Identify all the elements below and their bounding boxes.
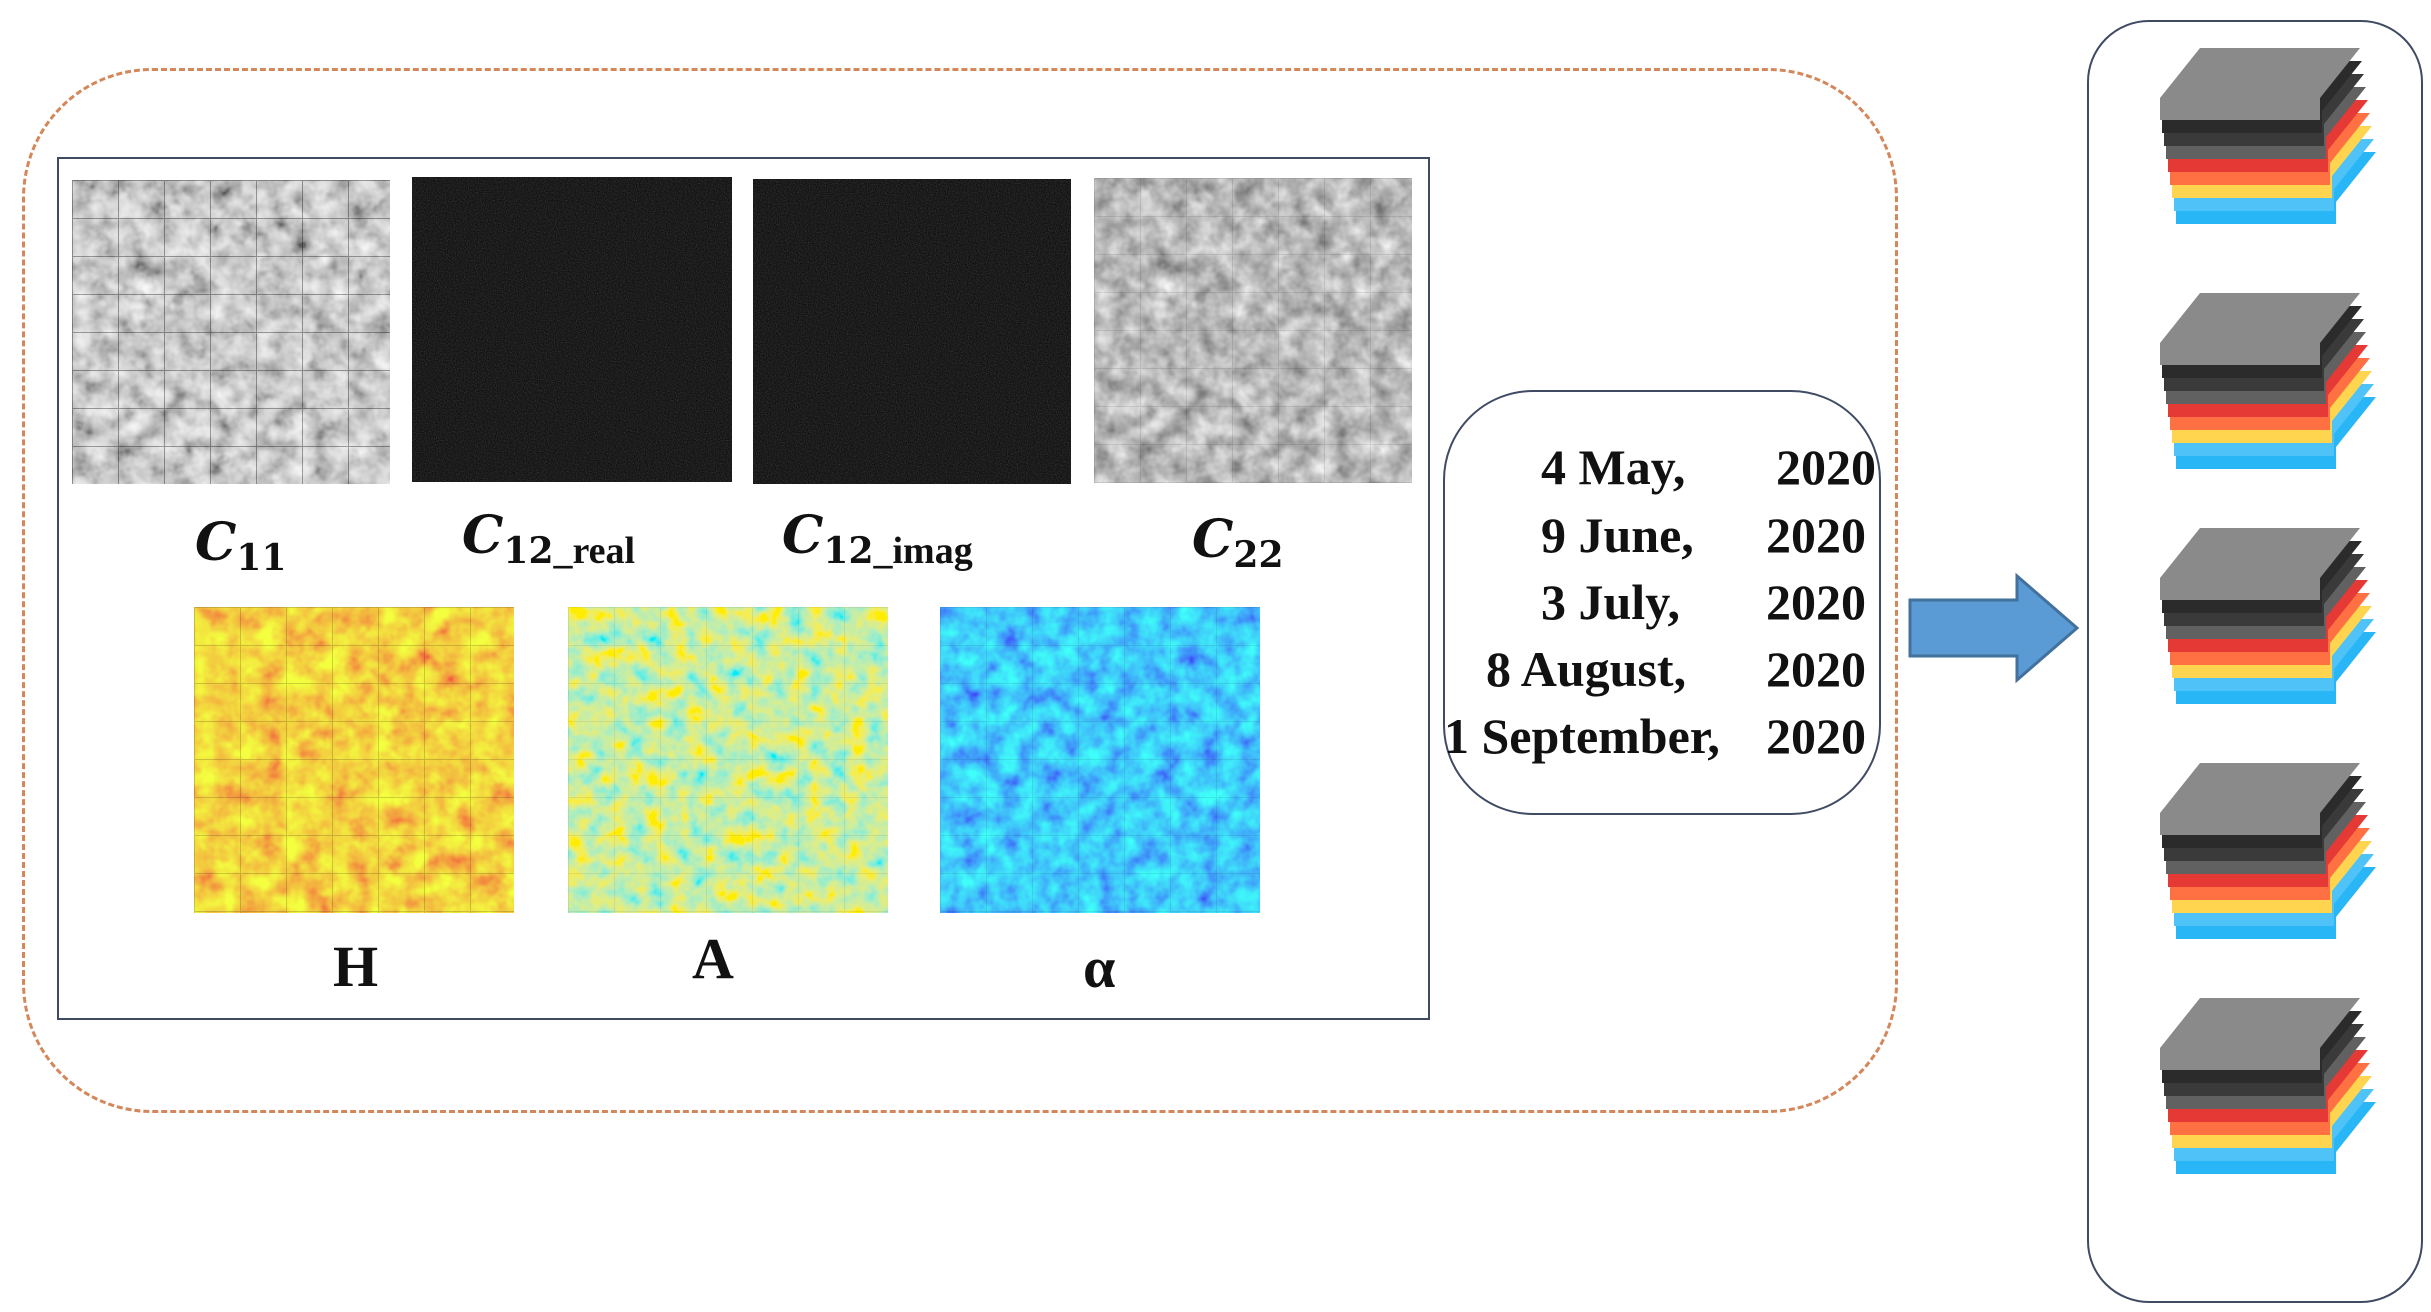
c12-real-label: C12_real <box>462 505 636 572</box>
layered-image-stack-icon-1 <box>2148 40 2378 270</box>
dataset-region-border <box>22 68 1898 1113</box>
right-arrow-icon <box>1908 573 2080 683</box>
acquisition-dates-box <box>1443 390 1881 815</box>
layered-image-stack-icon-2 <box>2148 285 2378 515</box>
c11-image <box>72 180 390 484</box>
date-year-4: 2020 <box>1766 641 1866 697</box>
h-label: H <box>333 934 379 999</box>
c12-real-image <box>412 177 732 482</box>
alpha-image <box>940 607 1260 913</box>
a-label: A <box>692 926 734 991</box>
date-row-1: 4 May, <box>1541 439 1686 495</box>
date-year-2: 2020 <box>1766 507 1866 563</box>
h-image <box>194 607 514 913</box>
date-row-3: 3 July, <box>1541 574 1680 630</box>
alpha-label: α <box>1083 935 1116 1000</box>
stack-layer <box>2160 528 2360 600</box>
date-row-2: 9 June, <box>1541 507 1694 563</box>
c12-imag-image <box>753 179 1071 484</box>
date-year-1: 2020 <box>1776 439 1876 495</box>
layered-image-stack-icon-3 <box>2148 520 2378 750</box>
stack-layer <box>2160 293 2360 365</box>
a-image <box>568 607 888 913</box>
date-row-4: 8 August, <box>1486 641 1687 697</box>
date-row-5: 1 September, <box>1444 708 1720 764</box>
c22-image <box>1094 178 1412 483</box>
c12-imag-label: C12_imag <box>782 505 973 572</box>
c11-label: C11 <box>195 512 287 579</box>
layered-image-stack-icon-4 <box>2148 755 2378 985</box>
date-year-3: 2020 <box>1766 574 1866 630</box>
layered-image-stack-icon-5 <box>2148 990 2378 1220</box>
c22-label: C22 <box>1192 509 1284 576</box>
stack-layer <box>2160 48 2360 120</box>
date-year-5: 2020 <box>1766 708 1866 764</box>
stack-layer <box>2160 998 2360 1070</box>
stack-layer <box>2160 763 2360 835</box>
output-stack-box <box>2087 20 2423 1303</box>
